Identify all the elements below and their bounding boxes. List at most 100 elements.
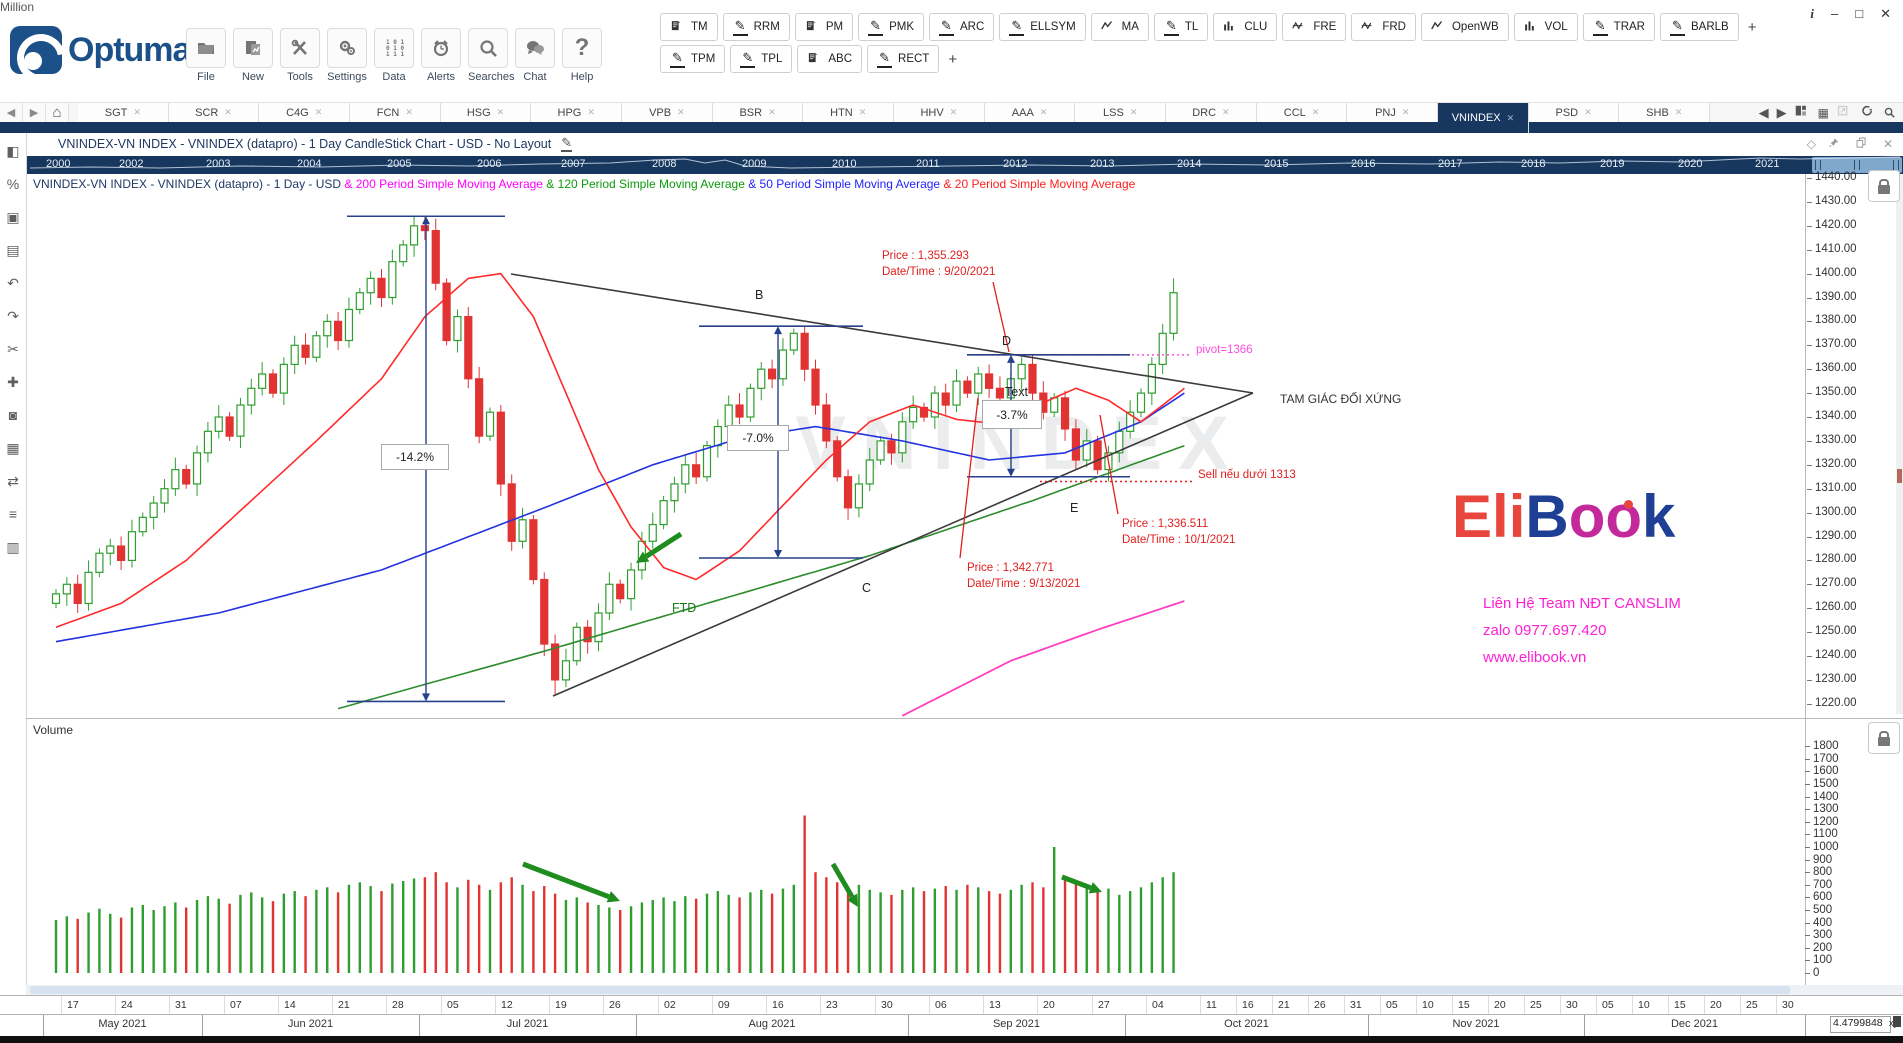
rail-list-button[interactable]: ≡ bbox=[8, 506, 18, 522]
app-button-tools[interactable]: Tools bbox=[280, 28, 320, 83]
tab-fcn[interactable]: FCN ✕ bbox=[350, 103, 441, 122]
rail-undo-button[interactable]: ↶ bbox=[7, 274, 19, 291]
tab-close-icon[interactable]: ✕ bbox=[587, 107, 595, 117]
app-button-alerts[interactable]: Alerts bbox=[421, 28, 461, 83]
maximize-button[interactable]: □ bbox=[1855, 6, 1864, 21]
tool-button-tpl[interactable]: ✎ TPL bbox=[730, 45, 793, 73]
rail-lock-button[interactable]: ◙ bbox=[8, 407, 18, 423]
tool-button-ma[interactable]: MA bbox=[1090, 13, 1149, 41]
tab-bsr[interactable]: BSR ✕ bbox=[712, 103, 804, 122]
minimize-button[interactable]: – bbox=[1831, 6, 1839, 21]
tool-button-clu[interactable]: CLU bbox=[1213, 13, 1278, 41]
tab-pnj[interactable]: PNJ ✕ bbox=[1347, 103, 1439, 122]
tool-button-pm[interactable]: PM bbox=[794, 13, 854, 41]
app-button-help[interactable]: ? Help bbox=[562, 28, 602, 83]
rail-percent-button[interactable]: % bbox=[6, 176, 20, 192]
tool-button-frd[interactable]: FRD bbox=[1351, 13, 1416, 41]
tab-close-icon[interactable]: ✕ bbox=[496, 107, 505, 117]
tab-close-icon[interactable]: ✕ bbox=[1039, 107, 1048, 117]
rail-layers-button[interactable]: ▥ bbox=[6, 538, 20, 555]
add-tool-button[interactable]: + bbox=[1744, 19, 1761, 36]
tool-button-rect[interactable]: ✎ RECT bbox=[867, 45, 940, 73]
refresh-icon[interactable] bbox=[1860, 105, 1875, 120]
tab-scr[interactable]: SCR ✕ bbox=[168, 103, 260, 122]
tool-button-openwb[interactable]: OpenWB bbox=[1420, 13, 1509, 41]
tab-close-icon[interactable]: ✕ bbox=[1222, 107, 1230, 117]
app-button-new[interactable]: New bbox=[233, 28, 273, 83]
layout-icon[interactable] bbox=[1795, 105, 1810, 120]
tab-close-icon[interactable]: ✕ bbox=[405, 107, 413, 117]
tool-button-arc[interactable]: ✎ ARC bbox=[928, 13, 995, 41]
rail-redo-button[interactable]: ↷ bbox=[7, 307, 19, 324]
edit-title-icon[interactable]: ✎ bbox=[561, 135, 573, 152]
search-icon[interactable] bbox=[1883, 106, 1897, 120]
tab-vnindex[interactable]: VNINDEX ✕ bbox=[1438, 103, 1529, 133]
app-button-settings[interactable]: Settings bbox=[327, 28, 367, 83]
tool-button-trar[interactable]: ✎ TRAR bbox=[1582, 13, 1655, 41]
tab-c4g[interactable]: C4G ✕ bbox=[259, 103, 351, 122]
tab-close-icon[interactable]: ✕ bbox=[1129, 107, 1138, 117]
tab-close-icon[interactable]: ✕ bbox=[133, 107, 141, 117]
tab-htn[interactable]: HTN ✕ bbox=[803, 103, 895, 122]
tab-close-icon[interactable]: ✕ bbox=[314, 107, 323, 117]
tab-ccl[interactable]: CCL ✕ bbox=[1256, 103, 1348, 122]
tab-close-icon[interactable]: ✕ bbox=[677, 107, 685, 117]
tab-hhv[interactable]: HHV ✕ bbox=[894, 103, 985, 122]
tool-button-tm[interactable]: TM bbox=[660, 13, 718, 41]
tab-shb[interactable]: SHB ✕ bbox=[1619, 103, 1711, 122]
app-button-chat[interactable]: Chat bbox=[515, 28, 555, 83]
rail-save-button[interactable]: ▣ bbox=[6, 208, 20, 225]
close-icon[interactable]: ✕ bbox=[1882, 137, 1893, 151]
rail-swap-button[interactable]: ⇄ bbox=[7, 472, 19, 489]
rail-grid-button[interactable]: ▦ bbox=[6, 439, 20, 456]
price-scale-lock-button[interactable] bbox=[1868, 170, 1900, 202]
tool-button-ellsym[interactable]: ✎ ELLSYM bbox=[999, 13, 1086, 41]
tab-close-icon[interactable]: ✕ bbox=[1674, 107, 1683, 117]
add-tool-button[interactable]: + bbox=[944, 51, 961, 68]
tab-close-icon[interactable]: ✕ bbox=[224, 107, 232, 117]
tab-sgt[interactable]: SGT ✕ bbox=[78, 103, 169, 122]
tab-psd[interactable]: PSD ✕ bbox=[1528, 103, 1620, 122]
rail-print-button[interactable]: ▤ bbox=[6, 241, 20, 258]
chevR-icon[interactable]: ▶ bbox=[1776, 104, 1787, 120]
tab-hsg[interactable]: HSG ✕ bbox=[440, 103, 532, 122]
tool-button-tpm[interactable]: ✎ TPM bbox=[660, 45, 726, 73]
app-button-file[interactable]: File bbox=[186, 28, 226, 83]
tool-button-abc[interactable]: ABC bbox=[797, 45, 863, 73]
tool-button-vol[interactable]: VOL bbox=[1513, 13, 1578, 41]
chevL-icon[interactable]: ◀ bbox=[1758, 104, 1769, 120]
tab-forward-button[interactable]: ▶ bbox=[23, 103, 46, 122]
volume-scale-lock-button[interactable] bbox=[1868, 722, 1900, 754]
export-icon[interactable] bbox=[1837, 105, 1852, 120]
rail-format-button[interactable]: ◧ bbox=[6, 142, 20, 159]
tab-lss[interactable]: LSS ✕ bbox=[1075, 103, 1167, 122]
status-icon[interactable] bbox=[1893, 1016, 1901, 1027]
tab-close-icon[interactable]: ✕ bbox=[1311, 107, 1320, 117]
tab-drc[interactable]: DRC ✕ bbox=[1166, 103, 1257, 122]
tab-vpb[interactable]: VPB ✕ bbox=[622, 103, 713, 122]
price-scrollbar[interactable] bbox=[1896, 174, 1903, 714]
tab-close-icon[interactable]: ✕ bbox=[1506, 112, 1515, 123]
tab-close-icon[interactable]: ✕ bbox=[949, 107, 958, 117]
close-button[interactable]: ✕ bbox=[1880, 6, 1891, 21]
tab-back-button[interactable]: ◀ bbox=[0, 103, 23, 122]
info-button[interactable]: i bbox=[1810, 6, 1814, 21]
tool-button-pmk[interactable]: ✎ PMK bbox=[858, 13, 924, 41]
rail-cut-button[interactable]: ✂ bbox=[7, 340, 19, 357]
pin-icon[interactable] bbox=[1829, 137, 1843, 154]
diamond-icon[interactable]: ◇ bbox=[1806, 137, 1816, 151]
tool-button-barlb[interactable]: ✎ BARLB bbox=[1659, 13, 1739, 41]
tab-close-icon[interactable]: ✕ bbox=[768, 107, 776, 117]
tool-button-rrm[interactable]: ✎ RRM bbox=[722, 13, 790, 41]
tab-close-icon[interactable]: ✕ bbox=[858, 107, 867, 117]
rail-add-button[interactable]: ✚ bbox=[7, 373, 19, 390]
grid9-icon[interactable]: ▦ bbox=[1817, 105, 1829, 120]
tab-hpg[interactable]: HPG ✕ bbox=[531, 103, 623, 122]
copy-icon[interactable] bbox=[1856, 137, 1870, 154]
tab-aaa[interactable]: AAA ✕ bbox=[984, 103, 1076, 122]
tab-close-icon[interactable]: ✕ bbox=[1401, 107, 1410, 117]
home-button[interactable]: ⌂ bbox=[46, 103, 69, 122]
app-button-searches[interactable]: Searches bbox=[468, 28, 514, 83]
history-timeline[interactable]: 2000 2002 2003 2004 2005 2006 2007 2008 2009 2010… bbox=[0, 156, 1903, 174]
